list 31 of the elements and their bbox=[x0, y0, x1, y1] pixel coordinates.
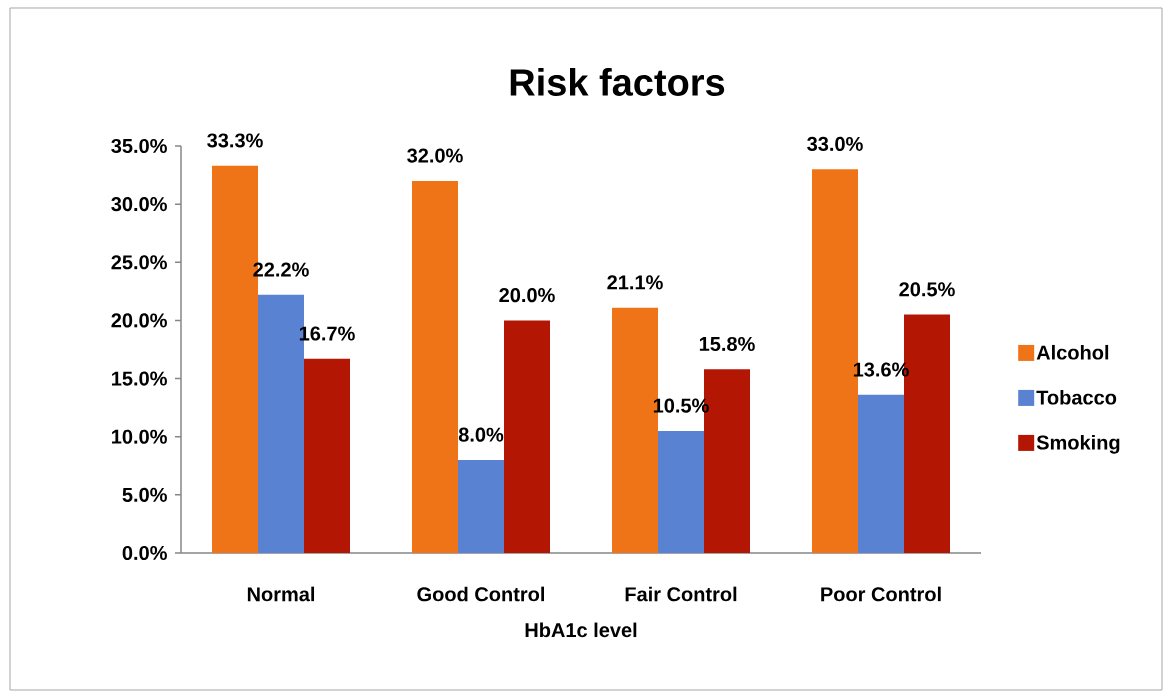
x-axis-title: HbA1c level bbox=[525, 622, 637, 638]
y-tick-label: 30.0% bbox=[111, 197, 167, 212]
x-tick-label: Poor Control bbox=[821, 586, 941, 602]
data-label: 20.0% bbox=[499, 288, 555, 303]
data-label: 32.0% bbox=[407, 148, 463, 163]
data-label: 20.5% bbox=[899, 282, 955, 297]
y-tick-label: 15.0% bbox=[112, 371, 167, 386]
bar bbox=[304, 358, 351, 553]
y-tick-label: 20.0% bbox=[111, 313, 167, 328]
data-label: 8.0% bbox=[458, 427, 504, 442]
y-tick-label: 35.0% bbox=[111, 138, 167, 154]
legend-label: Smoking bbox=[1036, 434, 1120, 454]
data-label: 33.3% bbox=[207, 133, 263, 148]
y-tick-label: 25.0% bbox=[111, 255, 167, 270]
x-tick-label: Normal bbox=[247, 586, 315, 602]
x-tick-label: Good Control bbox=[417, 586, 545, 602]
legend-label: Alcohol bbox=[1036, 344, 1109, 360]
x-tick-label: Fair Control bbox=[625, 586, 737, 602]
bar bbox=[858, 394, 904, 553]
bar bbox=[458, 459, 504, 553]
data-label: 15.8% bbox=[699, 336, 755, 352]
y-tick-label: 5.0% bbox=[122, 487, 167, 502]
bar bbox=[658, 430, 705, 553]
chart-title: Risk factors bbox=[510, 68, 725, 96]
bar bbox=[504, 320, 550, 553]
y-tick-label: 0.0% bbox=[122, 545, 167, 561]
y-tick-label: 10.0% bbox=[112, 429, 167, 444]
bar bbox=[412, 180, 459, 553]
data-label: 33.0% bbox=[807, 136, 863, 152]
legend-label: Tobacco bbox=[1036, 389, 1117, 405]
data-label: 21.1% bbox=[607, 275, 663, 290]
